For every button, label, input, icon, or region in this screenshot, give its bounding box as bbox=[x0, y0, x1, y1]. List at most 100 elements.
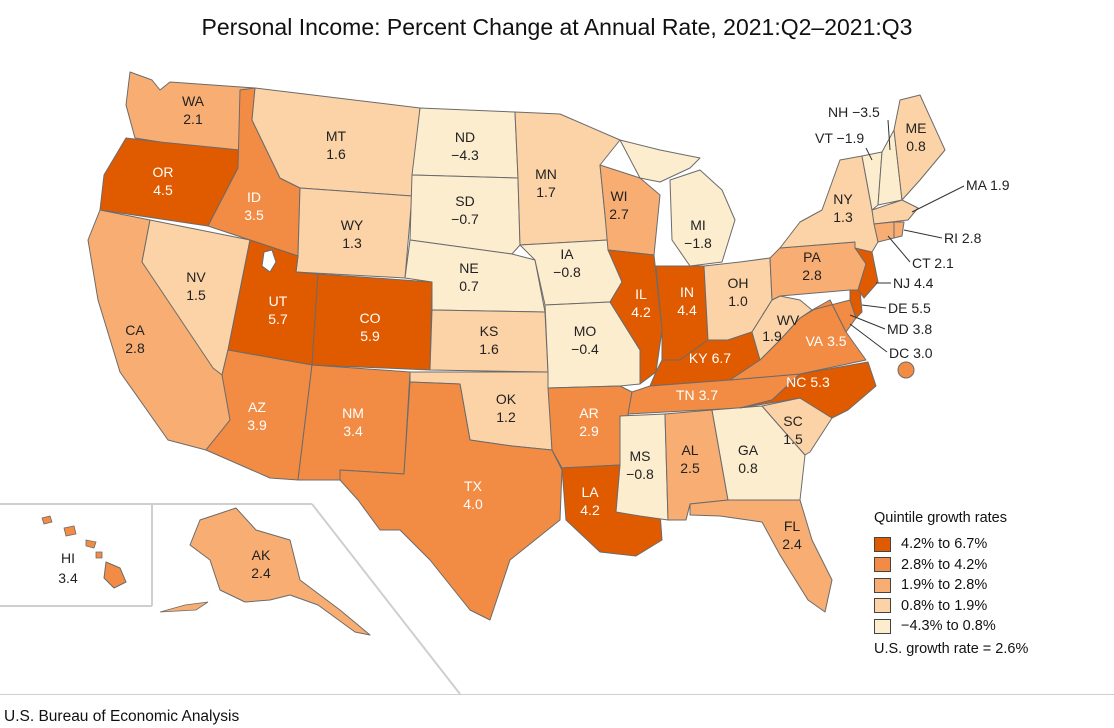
state-ma[interactable] bbox=[871, 199, 919, 225]
label-az: AZ 3.9 bbox=[247, 399, 267, 433]
callout-dc: DC 3.0 bbox=[889, 345, 933, 361]
state-nc[interactable] bbox=[739, 361, 877, 419]
label-mt: MT 1.6 bbox=[326, 128, 347, 162]
legend-item: 2.8% to 4.2% bbox=[874, 555, 1104, 576]
leader-dc bbox=[849, 323, 888, 353]
legend-label: 4.2% to 6.7% bbox=[901, 536, 988, 553]
label-nv: NV 1.5 bbox=[186, 269, 206, 303]
footer-divider bbox=[0, 694, 1114, 695]
leader-vt bbox=[865, 147, 873, 161]
state-mi-up[interactable] bbox=[619, 139, 701, 183]
state-sd[interactable] bbox=[409, 174, 521, 255]
callout-de: DE 5.5 bbox=[888, 300, 931, 316]
label-al: AL 2.5 bbox=[680, 442, 700, 476]
label-nc: NC 5.3 bbox=[786, 374, 830, 390]
label-va: VA 3.5 bbox=[805, 333, 846, 349]
label-il: IL 4.2 bbox=[631, 286, 651, 320]
label-me: ME 0.8 bbox=[906, 120, 927, 154]
label-oh: OH 1.0 bbox=[728, 275, 749, 309]
label-pa: PA 2.8 bbox=[802, 249, 822, 283]
legend-title: Quintile growth rates bbox=[874, 510, 1007, 526]
leader-md bbox=[849, 314, 886, 330]
callout-ma: MA 1.9 bbox=[966, 177, 1010, 193]
legend-swatch bbox=[874, 557, 891, 573]
legend-swatch bbox=[874, 577, 891, 593]
map-title: Personal Income: Percent Change at Annua… bbox=[201, 14, 913, 40]
state-wy[interactable] bbox=[295, 187, 413, 279]
label-mo: MO −0.4 bbox=[571, 323, 599, 357]
state-il[interactable] bbox=[607, 249, 663, 385]
legend: Quintile growth rates 4.2% to 6.7% 2.8% t… bbox=[874, 510, 1104, 657]
aleutian-islands bbox=[159, 601, 209, 613]
leader-ri bbox=[903, 229, 943, 239]
legend-swatch bbox=[874, 598, 891, 614]
label-mi: MI −1.8 bbox=[684, 217, 712, 251]
callouts: NH −3.5 VT −1.9 MA 1.9 RI 2.8 CT 2.1 NJ … bbox=[815, 104, 1010, 361]
state-ak[interactable] bbox=[189, 507, 371, 636]
label-ut: UT 5.7 bbox=[268, 293, 288, 327]
label-tx: TX 4.0 bbox=[463, 478, 483, 512]
legend-label: 2.8% to 4.2% bbox=[901, 556, 988, 573]
legend-label: −4.3% to 0.8% bbox=[901, 618, 996, 635]
callout-ri: RI 2.8 bbox=[944, 230, 982, 246]
leader-nh bbox=[887, 119, 891, 151]
label-nd: ND −4.3 bbox=[451, 129, 479, 163]
state-tx[interactable] bbox=[339, 381, 563, 621]
label-mn: MN 1.7 bbox=[535, 166, 557, 200]
label-wy: WY 1.3 bbox=[341, 217, 364, 251]
leader-ct bbox=[887, 235, 911, 263]
label-hi: HI 3.4 bbox=[58, 550, 78, 586]
callout-vt: VT −1.9 bbox=[815, 130, 864, 146]
label-ga: GA 0.8 bbox=[738, 442, 759, 476]
label-la: LA 4.2 bbox=[580, 484, 600, 518]
label-co: CO 5.9 bbox=[360, 310, 381, 344]
legend-items: 4.2% to 6.7% 2.8% to 4.2% 1.9% to 2.8% 0.8%… bbox=[874, 534, 1104, 637]
legend-swatch bbox=[874, 618, 891, 634]
dc-marker[interactable] bbox=[897, 361, 915, 379]
label-ca: CA 2.8 bbox=[125, 322, 145, 356]
leader-de bbox=[861, 304, 887, 309]
hawaii-islands bbox=[41, 515, 103, 559]
label-ks: KS 1.6 bbox=[479, 323, 499, 357]
legend-label: 1.9% to 2.8% bbox=[901, 577, 988, 594]
state-ny[interactable] bbox=[779, 155, 879, 253]
label-ny: NY 1.3 bbox=[833, 191, 853, 225]
us-growth-rate: U.S. growth rate = 2.6% bbox=[874, 640, 1029, 657]
legend-label: 0.8% to 1.9% bbox=[901, 597, 988, 614]
label-ne: NE 0.7 bbox=[459, 260, 479, 294]
legend-item: 4.2% to 6.7% bbox=[874, 534, 1104, 555]
label-ms: MS −0.8 bbox=[626, 448, 654, 482]
legend-item: −4.3% to 0.8% bbox=[874, 616, 1104, 637]
label-wi: WI 2.7 bbox=[609, 188, 629, 222]
label-wa: WA 2.1 bbox=[182, 93, 205, 127]
label-fl: FL 2.4 bbox=[782, 518, 802, 552]
callout-md: MD 3.8 bbox=[887, 321, 932, 337]
label-ar: AR 2.9 bbox=[579, 405, 599, 439]
label-tn: TN 3.7 bbox=[676, 387, 718, 403]
label-ak: AK 2.4 bbox=[251, 547, 271, 581]
label-in: IN 4.4 bbox=[677, 284, 697, 318]
label-sd: SD −0.7 bbox=[451, 193, 479, 227]
state-labels: WA 2.1 OR 4.5 CA 2.8 NV 1.5 ID 3.5 MT 1.6 WY 1.… bbox=[58, 93, 926, 586]
label-nm: NM 3.4 bbox=[342, 405, 364, 439]
legend-swatch bbox=[874, 536, 891, 552]
state-mi[interactable] bbox=[669, 169, 736, 267]
leader-ma bbox=[911, 185, 965, 213]
legend-item: 0.8% to 1.9% bbox=[874, 596, 1104, 617]
source-credit: U.S. Bureau of Economic Analysis bbox=[4, 708, 240, 725]
callout-nj: NJ 4.4 bbox=[893, 275, 934, 291]
label-id: ID 3.5 bbox=[244, 189, 264, 223]
label-ia: IA −0.8 bbox=[553, 246, 581, 280]
state-fl[interactable] bbox=[689, 499, 833, 613]
label-ky: KY 6.7 bbox=[689, 350, 731, 366]
callout-nh: NH −3.5 bbox=[828, 104, 880, 120]
state-ga[interactable] bbox=[711, 405, 806, 501]
label-ok: OK 1.2 bbox=[496, 391, 517, 425]
label-or: OR 4.5 bbox=[153, 164, 174, 198]
state-ri[interactable] bbox=[893, 221, 905, 239]
great-salt-lake bbox=[261, 249, 277, 273]
state-hi[interactable] bbox=[103, 561, 127, 589]
label-sc: SC 1.5 bbox=[783, 413, 803, 447]
label-wv: WV 1.9 bbox=[762, 312, 800, 344]
